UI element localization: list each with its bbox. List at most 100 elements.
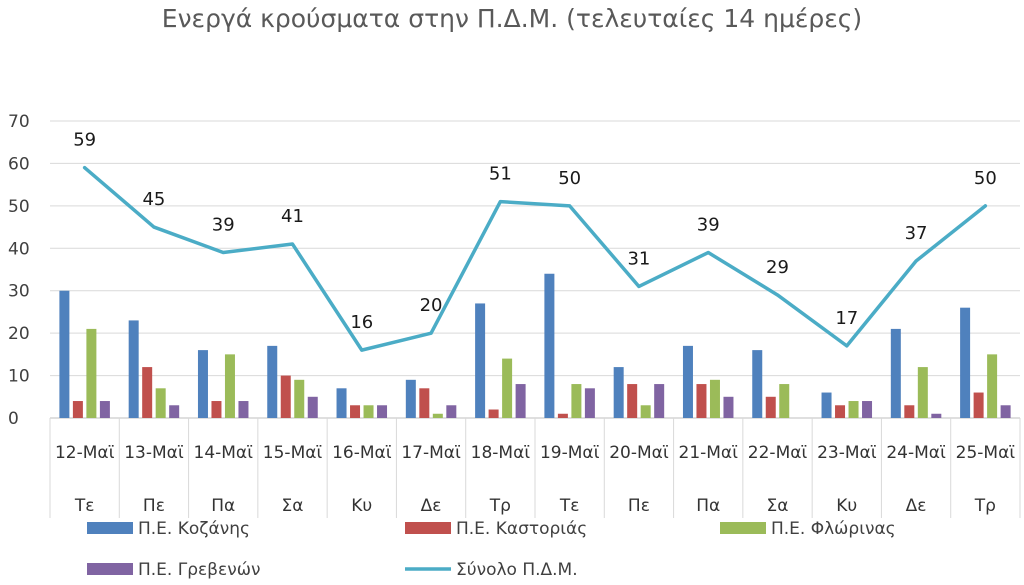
bar [931, 413, 942, 418]
bar [280, 375, 291, 418]
bar [640, 405, 651, 418]
data-label: 16 [350, 312, 373, 333]
data-label: 31 [627, 248, 650, 269]
x-tick-label: 22-Μαϊ [748, 443, 808, 463]
bar [502, 358, 513, 418]
bar [307, 396, 318, 418]
bar [155, 388, 166, 418]
x-tick-label: 24-Μαϊ [886, 443, 946, 463]
bar [835, 405, 846, 418]
bar [488, 409, 499, 418]
bar [1000, 405, 1011, 418]
y-tick-label: 0 [8, 409, 19, 429]
bar [59, 290, 70, 418]
y-tick-label: 50 [8, 197, 30, 217]
y-tick-label: 40 [8, 239, 30, 259]
line-point [429, 331, 433, 335]
bar [890, 328, 901, 418]
bar [224, 354, 235, 418]
bar [544, 273, 555, 418]
bar [405, 379, 416, 418]
data-label: 39 [697, 215, 720, 236]
bar [862, 401, 873, 418]
x-tick-label: 14-Μαϊ [194, 443, 254, 463]
x-day-label: Κυ [351, 496, 372, 516]
bar [627, 384, 638, 418]
bar [446, 405, 457, 418]
x-day-label: Τε [559, 496, 580, 516]
bar [72, 401, 83, 418]
legend-swatch [405, 522, 451, 534]
chart-title: Ενεργά κρούσματα στην Π.Δ.Μ. (τελευταίες… [161, 4, 863, 33]
bar [128, 320, 139, 418]
bar [709, 379, 720, 418]
line-series [82, 165, 988, 352]
bar [377, 405, 388, 418]
line-point [914, 259, 918, 263]
bar [211, 401, 222, 418]
line-point [152, 225, 156, 229]
bar [197, 350, 208, 418]
x-day-label: Τρ [974, 496, 996, 516]
bar [584, 388, 595, 418]
bar [336, 388, 347, 418]
data-label: 37 [905, 223, 928, 244]
x-day-label: Δε [421, 496, 442, 516]
data-label: 59 [73, 130, 96, 151]
data-label: 29 [766, 257, 789, 278]
bar [682, 345, 693, 418]
bar [557, 413, 568, 418]
data-label: 17 [835, 308, 858, 329]
x-tick-label: 25-Μαϊ [956, 443, 1016, 463]
y-tick-label: 10 [8, 367, 30, 387]
x-day-label: Κυ [836, 496, 857, 516]
y-tick-label: 30 [8, 282, 30, 302]
y-tick-label: 70 [8, 112, 30, 132]
legend-label: Σύνολο Π.Δ.Μ. [456, 560, 578, 580]
bar [419, 388, 430, 418]
bar [917, 367, 928, 418]
data-label: 20 [420, 295, 443, 316]
x-tick-label: 17-Μαϊ [401, 443, 461, 463]
x-tick-label: 21-Μαϊ [679, 443, 739, 463]
x-day-label: Σα [767, 496, 789, 516]
data-label: 45 [142, 189, 165, 210]
bar [571, 384, 582, 418]
bar [904, 405, 915, 418]
data-label: 39 [212, 215, 235, 236]
bar [363, 405, 374, 418]
line-point [637, 284, 641, 288]
x-day-label: Πε [628, 496, 650, 516]
line-point [983, 204, 987, 208]
x-day-label: Σα [282, 496, 304, 516]
x-tick-label: 23-Μαϊ [817, 443, 877, 463]
x-tick-label: 16-Μαϊ [332, 443, 392, 463]
bar [752, 350, 763, 418]
y-tick-label: 20 [8, 324, 30, 344]
x-tick-label: 12-Μαϊ [55, 443, 115, 463]
legend-swatch [87, 522, 133, 534]
bar [294, 379, 305, 418]
bar [99, 401, 110, 418]
bar [350, 405, 361, 418]
bar [86, 328, 97, 418]
bar [613, 367, 624, 418]
data-label: 51 [489, 164, 512, 185]
x-tick-label: 13-Μαϊ [124, 443, 184, 463]
line-point [568, 204, 572, 208]
legend-label: Π.Ε. Φλώρινας [771, 519, 896, 539]
bar [238, 401, 249, 418]
line-point [291, 242, 294, 246]
line-point [706, 251, 710, 255]
legend-label: Π.Ε. Καστοριάς [456, 519, 587, 539]
x-tick-label: 18-Μαϊ [471, 443, 531, 463]
bar [848, 401, 859, 418]
line-point [498, 200, 502, 204]
legend-label: Π.Ε. Κοζάνης [138, 519, 250, 539]
bar [821, 392, 832, 418]
line-point [83, 166, 87, 170]
line-point [221, 251, 225, 255]
x-day-label: Πα [211, 496, 235, 516]
bar [169, 405, 180, 418]
x-day-label: Δε [906, 496, 927, 516]
